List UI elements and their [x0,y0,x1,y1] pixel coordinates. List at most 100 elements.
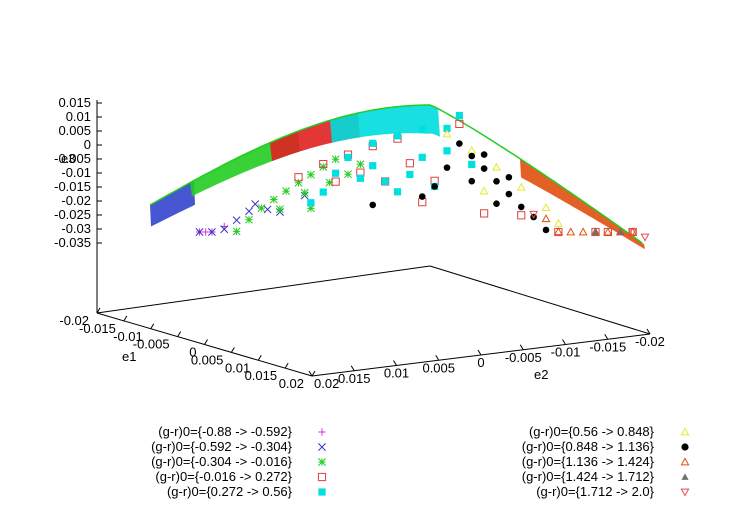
marker-square-open [405,159,414,168]
legend-label: (g-r)0={1.136 -> 1.424} [522,454,655,469]
legend: (g-r)0={-0.88 -> -0.592}(g-r)0={-0.592 -… [151,424,690,499]
surface-ridge-line [149,104,643,244]
e1-tick-label: 0.02 [279,376,304,391]
marker-square-filled [318,488,326,496]
marker-cross [207,228,216,236]
e1-tick-label: -0.015 [79,321,116,336]
marker-square-filled [356,174,364,182]
legend-entry: (g-r)0={0.56 -> 0.848} [529,424,690,439]
marker-star [319,162,328,171]
marker-triangle-open [442,129,452,138]
legend-label: (g-r)0={0.848 -> 1.136} [522,439,655,454]
legend-label: (g-r)0={1.712 -> 2.0} [536,484,654,499]
e1-tick-label: 0.01 [225,360,250,375]
data-surface [149,104,645,250]
legend-label: (g-r)0={-0.016 -> 0.272} [155,469,292,484]
marker-star [300,188,309,197]
marker-circle-filled [468,152,476,160]
marker-cross [245,207,253,216]
marker-cross [263,205,272,214]
marker-circle-filled [443,164,451,171]
z-tick-label: -0.005 [54,151,91,166]
e2-tick-mark [393,360,397,366]
z-tick-label: 0 [84,137,91,152]
e1-tick-mark [177,331,182,337]
marker-square-filled [319,188,327,196]
e2-tick-mark [350,365,355,372]
marker-triangle-down-open [529,210,539,219]
legend-entry: (g-r)0={0.848 -> 1.136} [522,439,689,454]
marker-star [356,160,365,169]
marker-circle-filled [505,173,513,181]
legend-entry: (g-r)0={1.712 -> 2.0} [536,484,690,499]
marker-triangle-open [553,218,563,227]
e2-tick-label: -0.015 [589,339,626,354]
e2-tick-label: -0.02 [635,334,665,349]
marker-circle-filled [517,203,525,211]
marker-triangle-down-open [640,233,650,242]
series-3 [232,155,365,236]
marker-square-filled [418,153,426,161]
e2-tick-mark [477,349,482,356]
z-tick-label: -0.01 [61,165,91,180]
marker-circle-filled [369,201,377,209]
marker-square-filled [406,170,414,179]
legend-label: (g-r)0={-0.304 -> -0.016} [151,454,293,469]
e2-axis-label: e2 [534,367,548,382]
series-9 [591,228,624,235]
marker-star [275,205,284,214]
marker-square-filled [443,147,451,155]
e1-axis-label: e1 [122,349,136,364]
marker-star [294,178,303,187]
marker-square-filled [468,160,476,168]
marker-square-filled [307,199,315,207]
marker-circle-filled [681,443,689,451]
marker-triangle-open [553,227,563,236]
marker-circle-filled [542,226,550,234]
marker-star [331,155,340,164]
marker-triangle-down-open [680,488,690,497]
e2-tick-mark [646,328,651,335]
z-tick-label: 0.015 [58,95,91,110]
scatter-points [195,111,650,242]
marker-triangle-open [680,427,690,436]
z-tick-label: 0.01 [66,109,91,124]
e1-tick-mark [230,347,235,353]
e2-tick-label: 0.01 [384,366,409,381]
marker-triangle-open [578,227,588,236]
marker-cross [232,216,241,225]
e2-tick-label: -0.01 [551,345,581,360]
legend-label: (g-r)0={0.272 -> 0.56} [167,484,293,499]
back-edge-right [429,265,651,335]
e1-tick-label: 0 [189,345,196,360]
marker-cross [195,228,204,236]
marker-triangle-filled [591,228,600,235]
series-5 [307,111,476,207]
marker-square-filled [332,169,340,177]
marker-square-open [331,177,340,186]
marker-cross [220,225,229,234]
e2-tick-label: 0.015 [338,371,371,386]
legend-label: (g-r)0={0.56 -> 0.848} [529,424,655,439]
z-tick-label: -0.035 [54,235,91,250]
marker-circle-filled [480,165,488,172]
marker-square-open [455,119,464,129]
e1-tick-mark [96,307,101,314]
marker-star [282,187,291,196]
surface-band-segment [520,158,645,250]
marker-cross [318,443,326,451]
marker-square-filled [369,139,377,147]
legend-entry: (g-r)0={-0.592 -> -0.304} [151,439,326,454]
marker-square-open [480,209,489,218]
e1-tick-mark [204,339,208,345]
marker-star [245,215,253,224]
marker-square-filled [418,125,426,133]
e2-tick-mark [562,339,566,345]
marker-square-open [317,472,327,482]
e1-tick-label: 0.015 [245,368,278,383]
marker-circle-filled [468,177,476,185]
e2-tick-mark [435,354,440,361]
marker-square-filled [381,177,389,186]
marker-square-filled [455,111,463,120]
legend-label: (g-r)0={-0.88 -> -0.592} [158,424,292,439]
